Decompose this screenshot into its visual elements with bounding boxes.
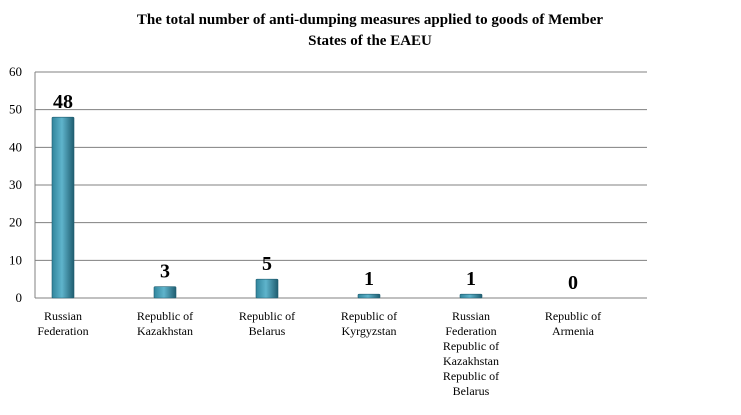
- chart-title: The total number of anti-dumping measure…: [137, 12, 603, 49]
- x-category-label-line: Republic of: [137, 309, 193, 323]
- x-category-label: Russian Federation Republic of Kazakhstan Re…: [443, 309, 499, 398]
- y-tick-label: 10: [9, 252, 22, 267]
- data-label: 3: [160, 261, 170, 283]
- x-category-label: Russian Federation: [37, 309, 88, 338]
- x-category-label: Republic of Belarus: [239, 309, 295, 338]
- x-category-label: Republic of Kyrgyzstan: [341, 309, 397, 338]
- y-tick-label: 0: [16, 290, 23, 305]
- bar: [51, 116, 75, 299]
- bars: [51, 116, 483, 299]
- x-category-label-line: Armenia: [552, 324, 595, 338]
- data-label: 48: [53, 91, 73, 113]
- y-axis-ticks: 0 10 20 30 40 50 60: [9, 64, 22, 305]
- x-category-label-line: Kazakhstan: [443, 354, 499, 368]
- y-tick-label: 40: [9, 139, 22, 154]
- x-category-label: Republic of Armenia: [545, 309, 601, 338]
- bar: [153, 286, 177, 299]
- y-tick-label: 30: [9, 177, 22, 192]
- x-category-label-line: Federation: [37, 324, 88, 338]
- bar: [357, 293, 381, 299]
- x-category-label-line: Russian: [44, 309, 82, 323]
- x-category-label-line: Federation: [445, 324, 496, 338]
- x-category-label-line: Republic of: [239, 309, 295, 323]
- y-tick-label: 20: [9, 215, 22, 230]
- y-tick-label: 50: [9, 102, 22, 117]
- x-category-label-line: Belarus: [453, 384, 490, 398]
- x-category-label-line: Kazakhstan: [137, 324, 193, 338]
- x-category-label-line: Belarus: [249, 324, 286, 338]
- y-tick-label: 60: [9, 64, 22, 79]
- bar: [459, 293, 483, 299]
- chart-title-line: States of the EAEU: [308, 33, 432, 49]
- gridlines: [34, 71, 647, 299]
- x-category-label-line: Russian: [452, 309, 490, 323]
- data-labels: 48 3 5 1 1 0: [53, 91, 578, 294]
- x-category-label-line: Republic of: [443, 339, 499, 353]
- x-category-label-line: Republic of: [341, 309, 397, 323]
- data-label: 1: [364, 268, 374, 290]
- data-label: 5: [262, 253, 272, 275]
- x-category-label-line: Republic of: [443, 369, 499, 383]
- x-category-label: Republic of Kazakhstan: [137, 309, 193, 338]
- x-category-label-line: Kyrgyzstan: [341, 324, 396, 338]
- chart-title-line: The total number of anti-dumping measure…: [137, 12, 603, 28]
- data-label: 0: [568, 272, 578, 294]
- bar: [255, 278, 279, 299]
- data-label: 1: [466, 268, 476, 290]
- x-category-label-line: Republic of: [545, 309, 601, 323]
